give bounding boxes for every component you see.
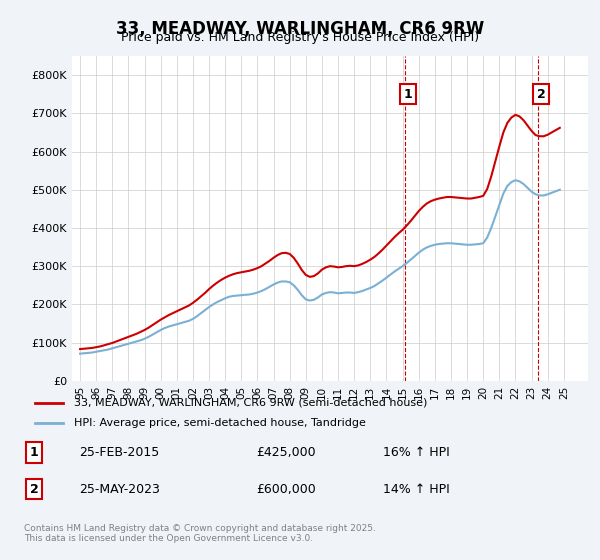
Text: 16% ↑ HPI: 16% ↑ HPI (383, 446, 449, 459)
Text: Price paid vs. HM Land Registry's House Price Index (HPI): Price paid vs. HM Land Registry's House … (121, 31, 479, 44)
Text: £425,000: £425,000 (256, 446, 316, 459)
Text: 33, MEADWAY, WARLINGHAM, CR6 9RW: 33, MEADWAY, WARLINGHAM, CR6 9RW (116, 20, 484, 38)
Text: 25-FEB-2015: 25-FEB-2015 (79, 446, 160, 459)
Text: £600,000: £600,000 (256, 483, 316, 496)
Text: 1: 1 (29, 446, 38, 459)
Text: 1: 1 (404, 88, 412, 101)
Text: HPI: Average price, semi-detached house, Tandridge: HPI: Average price, semi-detached house,… (74, 418, 365, 428)
Text: 33, MEADWAY, WARLINGHAM, CR6 9RW (semi-detached house): 33, MEADWAY, WARLINGHAM, CR6 9RW (semi-d… (74, 398, 427, 408)
Text: 14% ↑ HPI: 14% ↑ HPI (383, 483, 449, 496)
Text: 25-MAY-2023: 25-MAY-2023 (79, 483, 160, 496)
Text: Contains HM Land Registry data © Crown copyright and database right 2025.
This d: Contains HM Land Registry data © Crown c… (24, 524, 376, 543)
Text: 2: 2 (29, 483, 38, 496)
Text: 2: 2 (537, 88, 545, 101)
